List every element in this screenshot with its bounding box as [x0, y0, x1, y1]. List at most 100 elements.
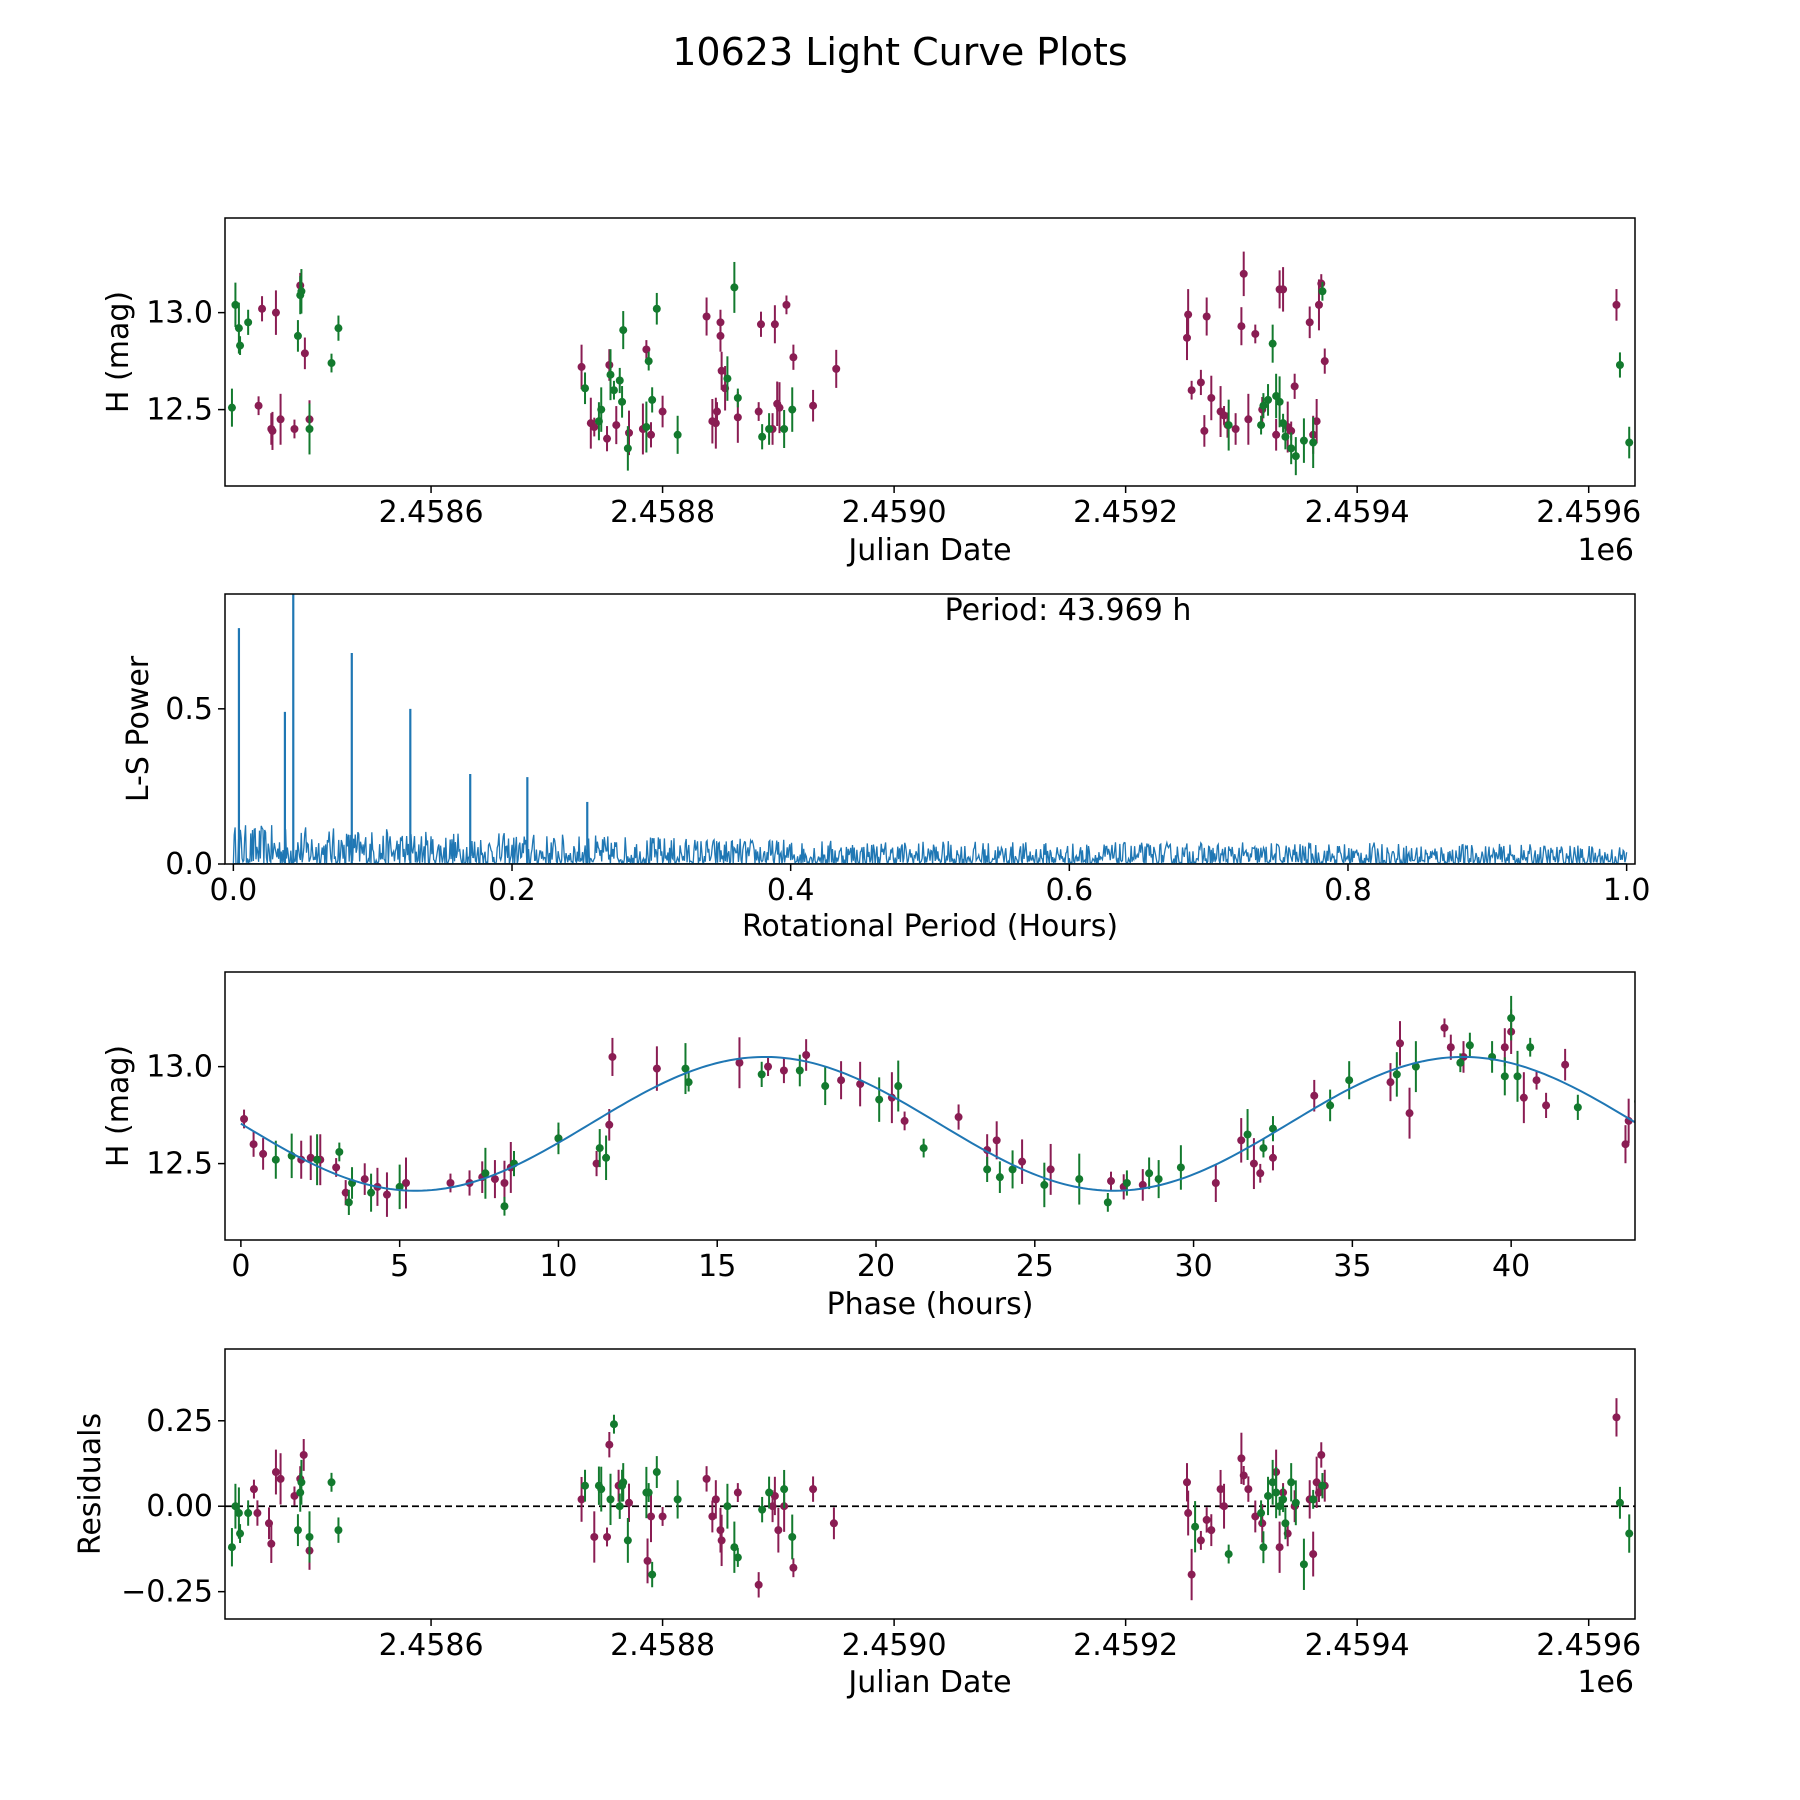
purple-data-point: [259, 1149, 268, 1158]
periodogram-ticks: 0.0 0.2 0.4 0.6 0.8 1.0 0.0 0.5: [165, 692, 1650, 908]
green-data-point: [1326, 1101, 1335, 1110]
residuals-offset-text: 1e6: [1577, 1665, 1634, 1700]
purple-data-point: [1187, 1570, 1196, 1579]
purple-data-point: [782, 300, 791, 309]
purple-data-point: [603, 434, 612, 443]
purple-data-point: [1220, 411, 1229, 420]
green-data-point: [305, 1532, 314, 1541]
purple-data-point: [642, 345, 651, 354]
purple-data-point: [612, 421, 621, 430]
purple-data-point: [1396, 1039, 1404, 1048]
green-data-point: [1507, 1014, 1516, 1023]
x-tick-label: 0.6: [1045, 873, 1093, 908]
purple-data-point: [1405, 1109, 1414, 1118]
green-data-point: [244, 318, 253, 327]
green-data-point: [673, 430, 682, 439]
green-data-point: [1243, 1130, 1252, 1139]
green-data-point: [609, 386, 618, 395]
green-data-point: [1257, 1509, 1266, 1518]
purple-data-point: [1612, 1413, 1621, 1422]
green-data-point: [983, 1165, 992, 1174]
purple-data-point: [702, 312, 711, 321]
periodogram-noise-line: [232, 825, 1628, 864]
green-data-point: [1103, 1198, 1112, 1207]
green-data-point: [1279, 1495, 1288, 1504]
purple-data-point: [1279, 285, 1288, 294]
green-data-point: [271, 1155, 280, 1164]
purple-data-point: [341, 1188, 350, 1197]
purple-data-point: [1251, 329, 1260, 338]
purple-data-point: [402, 1178, 411, 1187]
purple-data-point: [1018, 1157, 1027, 1166]
green-data-point: [344, 1198, 353, 1207]
purple-data-point: [382, 1190, 391, 1199]
purple-data-point: [1312, 417, 1321, 426]
purple-data-point: [1196, 1536, 1205, 1545]
fit-curve: [240, 1055, 1635, 1192]
lightcurve-data: [227, 251, 1634, 476]
purple-data-point: [271, 308, 280, 317]
green-data-point: [227, 403, 236, 412]
green-data-point: [1176, 1163, 1185, 1172]
purple-data-point: [267, 1539, 276, 1548]
green-data-point: [788, 405, 797, 414]
purple-data-point: [789, 1563, 798, 1572]
green-data-point: [1615, 1498, 1624, 1507]
green-data-point: [642, 423, 651, 432]
green-data-point: [1122, 1178, 1131, 1187]
green-data-point: [581, 384, 590, 393]
purple-data-point: [1237, 1136, 1246, 1145]
x-tick-label: 0.4: [767, 873, 815, 908]
purple-data-point: [1182, 333, 1191, 342]
lightcurve-panel: 2.4586 2.4588 2.4590 2.4592 2.4594 2.4596 12.5…: [101, 217, 1641, 568]
purple-data-point: [733, 413, 742, 422]
green-data-point: [297, 1478, 306, 1487]
green-data-point: [1281, 432, 1290, 441]
purple-data-point: [764, 1062, 773, 1071]
purple-data-point: [1317, 1450, 1326, 1459]
purple-data-point: [1519, 1093, 1528, 1102]
periodogram-ylabel: L-S Power: [121, 655, 156, 802]
green-data-point: [554, 1134, 563, 1143]
purple-data-point: [1268, 1153, 1277, 1162]
x-tick-label: 40: [1492, 1249, 1530, 1284]
green-data-point: [296, 1488, 305, 1497]
purple-data-point: [592, 1159, 601, 1168]
green-data-point: [334, 324, 343, 333]
x-tick-label: 0.2: [488, 873, 536, 908]
green-data-point: [293, 1526, 302, 1535]
purple-data-point: [360, 1175, 369, 1184]
x-tick-label: 2.4592: [1073, 495, 1178, 530]
green-data-point: [597, 1485, 606, 1494]
green-data-point: [757, 1070, 766, 1079]
green-data-point: [1259, 401, 1268, 410]
green-data-point: [1615, 360, 1624, 369]
purple-data-point: [276, 1474, 285, 1483]
green-data-point: [227, 1543, 236, 1552]
purple-data-point: [1309, 1550, 1318, 1559]
purple-data-point: [1184, 1509, 1193, 1518]
green-data-point: [1309, 1495, 1318, 1504]
x-tick-label: 2.4594: [1305, 1628, 1410, 1663]
purple-data-point: [1202, 312, 1211, 321]
purple-data-point: [1314, 300, 1323, 309]
green-data-point: [313, 1155, 322, 1164]
green-data-point: [1272, 1488, 1281, 1497]
purple-data-point: [711, 1495, 720, 1504]
green-data-point: [1291, 452, 1300, 461]
green-data-point: [623, 444, 632, 453]
purple-data-point: [590, 423, 599, 432]
purple-data-point: [1500, 1043, 1509, 1052]
green-data-point: [236, 1529, 245, 1538]
green-data-point: [293, 331, 302, 340]
green-data-point: [244, 1509, 253, 1518]
periodogram-frame: [224, 593, 1636, 865]
purple-data-point: [789, 353, 798, 362]
green-data-point: [1154, 1175, 1163, 1184]
x-tick-label: 0: [231, 1249, 250, 1284]
y-tick-label: 0.0: [165, 847, 213, 882]
purple-data-point: [1202, 1515, 1211, 1524]
green-data-point: [1345, 1076, 1354, 1085]
green-data-point: [609, 1420, 618, 1429]
purple-data-point: [1314, 1488, 1323, 1497]
